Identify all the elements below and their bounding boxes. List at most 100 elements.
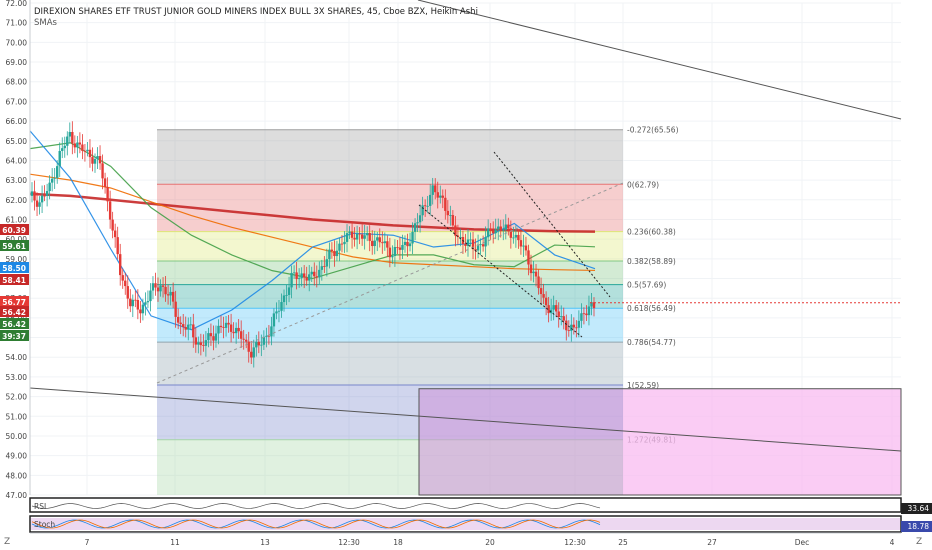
candles (30, 121, 596, 368)
price-tick-label: 53.00 (6, 373, 28, 382)
candle-body (479, 244, 482, 246)
candle-body (411, 231, 414, 244)
price-badge-value: 56.77 (2, 298, 26, 307)
candle-body (149, 290, 152, 302)
candle-body (204, 340, 208, 346)
candle-body (38, 202, 41, 207)
candle-body (71, 131, 74, 144)
candle-body (360, 234, 364, 239)
candle-body (159, 285, 162, 292)
candle-body (83, 150, 87, 152)
price-badge-value: 56.42 (2, 308, 26, 317)
price-tick-label: 59.00 (6, 255, 28, 264)
candle-body (524, 245, 528, 251)
candle-body (86, 149, 89, 152)
price-tick-label: 49.00 (6, 452, 28, 461)
candle-body (350, 231, 354, 238)
footer-right[interactable]: Z (916, 537, 923, 547)
candle-body (134, 299, 137, 301)
price-badge (0, 330, 29, 341)
candle-body (224, 322, 228, 328)
price-badge (0, 318, 29, 329)
candle-body (491, 230, 495, 234)
candle-body (171, 291, 175, 302)
candle-body (174, 301, 177, 317)
price-badge (0, 306, 29, 317)
candle-body (81, 144, 84, 151)
sub-panes: RSI 33.64 Stoch 18.78 (29, 497, 932, 533)
fib-level-label: 0(62.79) (627, 180, 659, 189)
candle-body (517, 234, 520, 241)
fib-level-label: -0.272(65.56) (627, 126, 679, 135)
candle-body (587, 306, 591, 316)
rsi-value-badge (901, 503, 932, 514)
time-tick-label: 7 (85, 538, 90, 547)
trend-lines[interactable] (29, 0, 902, 452)
candle-body (434, 185, 437, 193)
candle-body (98, 156, 102, 164)
candle-body (383, 241, 387, 244)
candle-body (48, 182, 51, 192)
price-badge-value: 60.39 (2, 226, 26, 235)
candle-body (33, 191, 36, 201)
candle-body (219, 325, 223, 328)
candle-body (393, 246, 397, 257)
fib-zone (157, 184, 623, 232)
candle-body (348, 231, 351, 234)
candle-body (40, 195, 44, 203)
candle-body (285, 294, 288, 296)
price-tick-label: 72.00 (6, 0, 28, 8)
time-tick-label: Dec (795, 538, 810, 547)
candle-body (423, 205, 427, 207)
footer-left[interactable]: Z (4, 537, 11, 547)
candle-body (151, 283, 155, 291)
candle-body (330, 249, 334, 251)
candle-body (227, 322, 230, 325)
candle-body (214, 333, 218, 341)
candle-body (88, 149, 92, 158)
stoch-d (31, 519, 601, 529)
candle-body (45, 191, 49, 196)
candle-body (365, 233, 369, 236)
candle-body (325, 259, 329, 267)
candle-body (194, 337, 198, 345)
candle-body (469, 239, 472, 241)
candle-body (61, 148, 64, 151)
candle-body (265, 335, 268, 337)
stoch-label: Stoch (34, 520, 55, 529)
fib-level-label: 0.5(57.69) (627, 281, 666, 290)
candle-body (444, 197, 447, 211)
candle-body (93, 159, 97, 164)
candle-body (328, 249, 331, 260)
candle-body (466, 239, 470, 246)
time-axis[interactable]: 7 11 13 12:30 18 20 12:30 25 27 Dec 4 (30, 532, 901, 547)
candle-body (431, 185, 434, 195)
candle-body (50, 178, 54, 183)
candle-body (131, 299, 135, 307)
candle-body (486, 228, 490, 238)
candle-body (320, 266, 324, 270)
price-tick-label: 69.00 (6, 58, 28, 67)
candle-body (575, 327, 578, 329)
fib-level-label: 0.236(60.38) (627, 228, 676, 237)
candle-body (192, 324, 195, 338)
candle-body (572, 324, 576, 328)
candle-body (489, 228, 492, 231)
candle-body (507, 224, 510, 229)
candle-body (368, 233, 371, 241)
candle-body (376, 237, 379, 241)
rsi-label: RSI (34, 502, 46, 511)
candle-body (103, 178, 107, 188)
candle-body (207, 333, 210, 341)
candle-body (108, 201, 112, 220)
candle-body (166, 294, 170, 296)
candle-body (297, 278, 301, 280)
candle-body (262, 336, 266, 345)
candle-body (335, 250, 339, 257)
stoch-value: 18.78 (908, 522, 930, 531)
candle-body (282, 295, 286, 303)
candle-body (403, 241, 407, 245)
candle-body (529, 264, 533, 274)
candle-body (222, 327, 225, 328)
